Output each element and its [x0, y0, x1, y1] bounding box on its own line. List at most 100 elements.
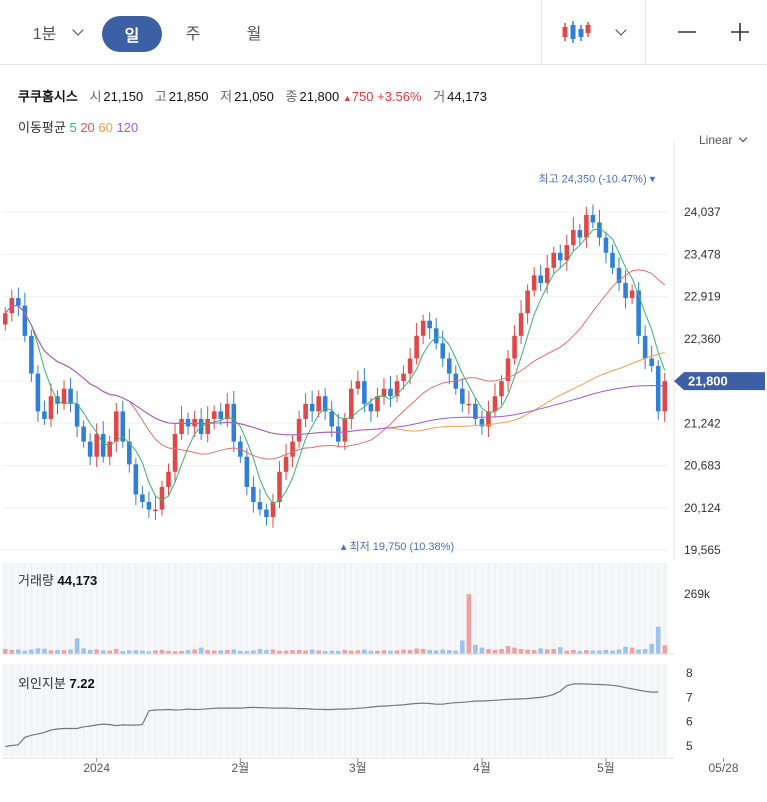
y-tick-label: 22,919 — [684, 290, 721, 304]
candle-body — [185, 418, 191, 427]
volume-bar — [512, 647, 517, 654]
tab-day[interactable]: 일 — [102, 16, 162, 52]
change-value: 750 — [351, 89, 374, 104]
chart-toolbar: 1분 일 주 월 — [0, 0, 767, 65]
tab-week[interactable]: 주 — [185, 26, 201, 43]
candle-body — [29, 335, 34, 374]
volume-bar — [662, 645, 668, 654]
volume-bar — [453, 650, 459, 654]
volume-bar — [460, 640, 465, 654]
candle-body — [61, 388, 67, 404]
candle-body — [577, 230, 583, 238]
candle-body — [342, 418, 348, 442]
candle-body — [244, 456, 250, 487]
volume-bar — [597, 650, 602, 654]
y-tick-label: 22,360 — [684, 332, 721, 346]
close-label: 종 — [285, 89, 298, 104]
volume-bar — [185, 650, 191, 654]
candle-body — [251, 486, 256, 503]
x-tick-label: 2월 — [231, 761, 249, 775]
volume-bar — [649, 643, 654, 654]
candle-body — [446, 358, 452, 374]
volume-bar — [159, 649, 165, 654]
candle-body — [211, 411, 217, 419]
volume-bar — [244, 651, 250, 654]
candle-body — [166, 471, 171, 487]
volume-bar — [623, 646, 628, 654]
volume-axis-label: 269k — [684, 587, 711, 601]
tab-month[interactable]: 월 — [246, 26, 262, 43]
volume-bar — [198, 647, 204, 654]
candle-body — [407, 358, 413, 374]
plus-icon — [731, 23, 749, 41]
volume-bar — [590, 650, 596, 654]
y-tick-label: 21,242 — [684, 416, 721, 430]
x-tick-label: 2024 — [83, 761, 110, 775]
ma-5: 5 — [69, 120, 77, 135]
zoom-in-button[interactable] — [723, 0, 757, 64]
candle-body — [499, 381, 504, 397]
scale-dropdown[interactable]: Linear — [699, 133, 748, 147]
candle-body — [16, 298, 21, 306]
volume-bar — [486, 649, 491, 654]
volume-bar — [335, 650, 341, 654]
candle-body — [564, 245, 570, 261]
volume-bar — [303, 650, 308, 654]
candle-body — [349, 388, 354, 419]
volume-bar — [251, 650, 256, 654]
candle-body — [603, 237, 609, 253]
candle-body — [414, 335, 419, 359]
volume-bar — [2, 649, 8, 654]
candle-body — [296, 418, 302, 442]
candle-body — [218, 411, 224, 419]
moving-average-legend[interactable]: 이동평균 5 20 60 120 — [18, 117, 138, 136]
volume-label: 거 — [433, 89, 446, 104]
volume-bar — [571, 649, 576, 654]
foreign-ownership-line — [5, 683, 659, 748]
candle-body — [329, 411, 335, 427]
scale-label: Linear — [699, 133, 733, 147]
volume-bar — [603, 649, 609, 654]
volume-bar — [127, 650, 132, 654]
volume-bar — [309, 649, 315, 654]
y-tick-label: 23,478 — [684, 247, 721, 261]
ma-60-line — [4, 305, 665, 436]
candle-body — [388, 388, 393, 397]
chart-type-dropdown[interactable] — [541, 0, 645, 64]
volume-bar — [172, 651, 178, 654]
volume-bar — [407, 649, 413, 654]
volume-bar — [544, 649, 550, 654]
volume-bar — [257, 649, 263, 654]
volume-bar — [283, 650, 289, 654]
volume-bar — [231, 649, 237, 654]
low-label: 저 — [220, 89, 233, 104]
candle-body — [355, 381, 361, 389]
candle-body — [512, 335, 517, 359]
candle-body — [120, 411, 126, 442]
candle-body — [427, 320, 432, 329]
foreign-panel-label: 외인지분 7.22 — [18, 673, 95, 692]
foreign-panel-bg — [2, 664, 668, 756]
candle-body — [172, 434, 178, 472]
volume-bar — [349, 650, 354, 654]
volume-bar — [74, 638, 80, 654]
volume-bar — [277, 650, 282, 654]
candle-body — [486, 411, 491, 427]
candle-body — [100, 434, 106, 457]
candle-body — [303, 403, 308, 419]
volume-bar — [505, 646, 511, 654]
candle-body — [460, 388, 465, 404]
zoom-out-button[interactable] — [670, 0, 704, 64]
candle-body — [283, 456, 289, 472]
volume-bar — [518, 649, 524, 654]
interval-dropdown[interactable]: 1분 — [20, 0, 95, 64]
volume-bar — [440, 649, 446, 654]
candle-body — [127, 441, 132, 465]
current-price-tag — [674, 372, 765, 391]
volume-bar — [636, 649, 641, 654]
open-value: 21,150 — [103, 89, 144, 104]
candle-body — [316, 396, 321, 412]
close-value: 21,800 — [299, 89, 340, 104]
volume-bar — [381, 650, 387, 654]
